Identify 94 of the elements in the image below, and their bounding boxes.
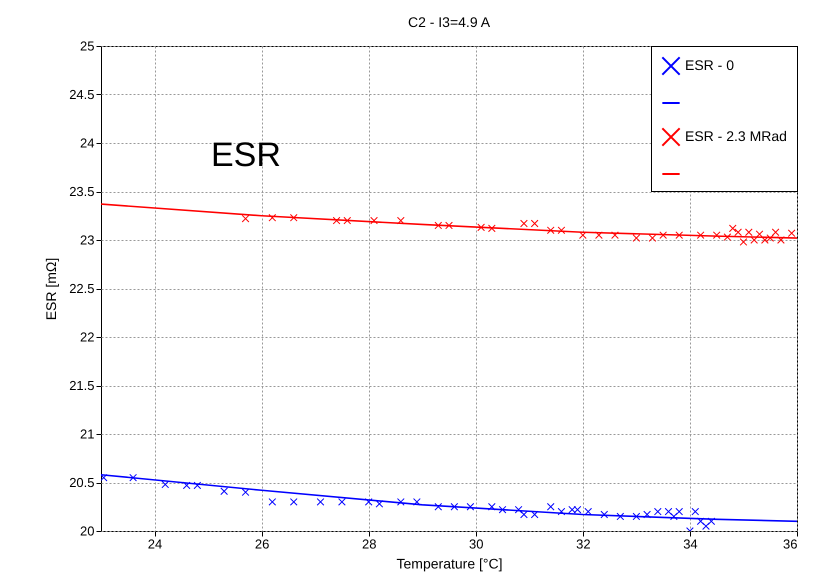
- point: [670, 512, 678, 520]
- point: [696, 517, 704, 526]
- point: [161, 480, 170, 488]
- chart-title: C2 - I3=4.9 A: [408, 14, 491, 30]
- legend-label: ESR - 0: [685, 57, 734, 73]
- point: [595, 231, 603, 240]
- point: [316, 498, 324, 506]
- y-tick-label: 22.5: [69, 281, 94, 296]
- point: [724, 233, 732, 241]
- point: [578, 231, 587, 240]
- point: [728, 224, 737, 232]
- point: [434, 222, 442, 230]
- point: [632, 234, 640, 242]
- point: [659, 231, 668, 240]
- y-tick-label: 24: [80, 136, 94, 150]
- y-tick-label: 21: [80, 426, 94, 442]
- point: [434, 502, 442, 511]
- point: [396, 498, 405, 506]
- point: [413, 498, 421, 506]
- point: [558, 226, 566, 234]
- point: [290, 498, 298, 506]
- point: [488, 502, 496, 511]
- point: [558, 508, 566, 516]
- point: [498, 506, 506, 514]
- point: [466, 502, 474, 511]
- point: [488, 224, 496, 232]
- point: [520, 510, 528, 518]
- point: [332, 216, 340, 224]
- point: [788, 229, 796, 238]
- point: [242, 488, 250, 496]
- point: [600, 510, 608, 518]
- point: [290, 214, 298, 222]
- point: [338, 498, 346, 506]
- y-tick-label: 24.5: [69, 87, 94, 102]
- y-tick-label: 20.5: [69, 475, 94, 490]
- x-tick-label: 28: [362, 536, 376, 552]
- point: [182, 482, 191, 490]
- point: [376, 500, 384, 508]
- point: [664, 508, 672, 516]
- point: [675, 231, 684, 240]
- x-tick-label: 30: [469, 536, 484, 552]
- y-axis-title: ESR [mΩ]: [43, 258, 60, 320]
- point: [396, 216, 405, 224]
- point: [343, 216, 352, 224]
- point: [772, 228, 780, 236]
- y-tick-label: 23: [80, 232, 94, 248]
- y-tick-label: 21.5: [69, 378, 94, 393]
- point: [611, 231, 619, 240]
- y-tick-label: 23.5: [69, 184, 94, 199]
- point: [691, 508, 700, 516]
- point: [632, 512, 640, 520]
- point: [702, 522, 710, 530]
- x-tick-label: 24: [148, 536, 162, 552]
- point: [696, 231, 704, 240]
- point: [268, 214, 276, 222]
- point: [450, 502, 458, 511]
- point: [654, 508, 662, 516]
- y-tick-label: 20: [80, 524, 94, 538]
- point: [648, 234, 656, 242]
- point: [546, 502, 555, 511]
- point: [584, 508, 592, 516]
- point: [643, 510, 651, 518]
- y-tick-label: 22: [80, 330, 94, 344]
- point: [675, 508, 684, 516]
- point: [750, 236, 758, 244]
- x-tick-label: 36: [783, 536, 798, 552]
- x-tick-label: 32: [576, 536, 591, 552]
- annotation: ESR: [211, 136, 281, 174]
- point: [616, 512, 624, 520]
- point: [744, 228, 753, 236]
- point: [707, 517, 716, 526]
- y-tick-label: 25: [80, 38, 94, 54]
- point: [520, 220, 528, 228]
- point: [712, 231, 721, 240]
- point: [364, 498, 373, 506]
- point: [445, 222, 453, 230]
- point: [530, 220, 539, 228]
- legend-label: ESR - 2.3 MRad: [685, 128, 787, 144]
- point: [370, 216, 378, 224]
- point: [242, 214, 250, 223]
- x-tick-label: 26: [254, 536, 270, 552]
- point: [777, 236, 785, 244]
- point: [194, 482, 202, 490]
- point: [546, 226, 555, 234]
- point: [129, 474, 137, 482]
- point: [734, 228, 742, 236]
- x-axis-title: Temperature [°C]: [396, 556, 502, 572]
- point: [740, 238, 748, 246]
- point: [268, 498, 276, 506]
- x-tick-label: 34: [683, 536, 698, 552]
- point: [220, 487, 228, 496]
- point: [514, 506, 522, 514]
- point: [477, 224, 485, 232]
- point: [530, 510, 539, 518]
